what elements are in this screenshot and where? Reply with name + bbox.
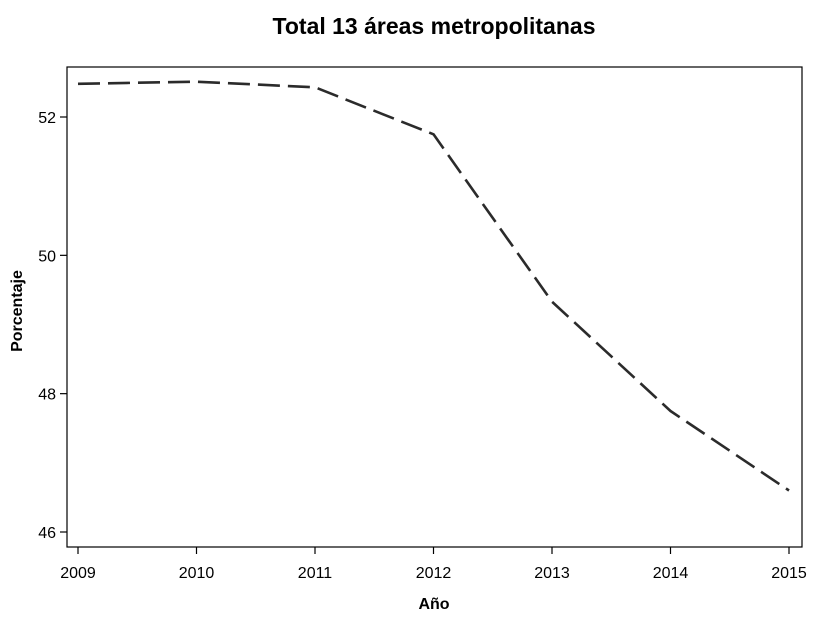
y-axis-label: Porcentaje <box>9 270 26 352</box>
y-axis: 46 48 50 52 <box>38 110 67 542</box>
y-tick-label: 52 <box>38 110 56 127</box>
x-tick-label: 2012 <box>416 565 452 582</box>
x-axis: 2009 2010 2011 2012 2013 2014 2015 <box>60 547 807 582</box>
x-axis-label: Año <box>418 596 449 613</box>
y-tick-label: 48 <box>38 387 56 404</box>
x-tick-label: 2010 <box>179 565 215 582</box>
y-tick-label: 46 <box>38 525 56 542</box>
plot-area-frame <box>67 67 802 547</box>
y-tick-label: 50 <box>38 248 56 265</box>
x-tick-label: 2014 <box>653 565 689 582</box>
chart-title: Total 13 áreas metropolitanas <box>273 13 596 39</box>
series-group <box>78 82 789 491</box>
series-line <box>78 82 789 491</box>
x-tick-label: 2009 <box>60 565 96 582</box>
x-tick-label: 2011 <box>298 565 333 582</box>
x-tick-label: 2015 <box>771 565 807 582</box>
x-tick-label: 2013 <box>534 565 570 582</box>
